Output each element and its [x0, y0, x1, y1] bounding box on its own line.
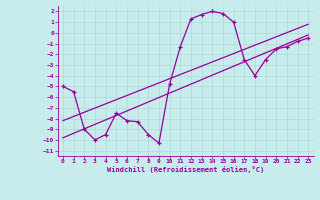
X-axis label: Windchill (Refroidissement éolien,°C): Windchill (Refroidissement éolien,°C) — [107, 166, 264, 173]
